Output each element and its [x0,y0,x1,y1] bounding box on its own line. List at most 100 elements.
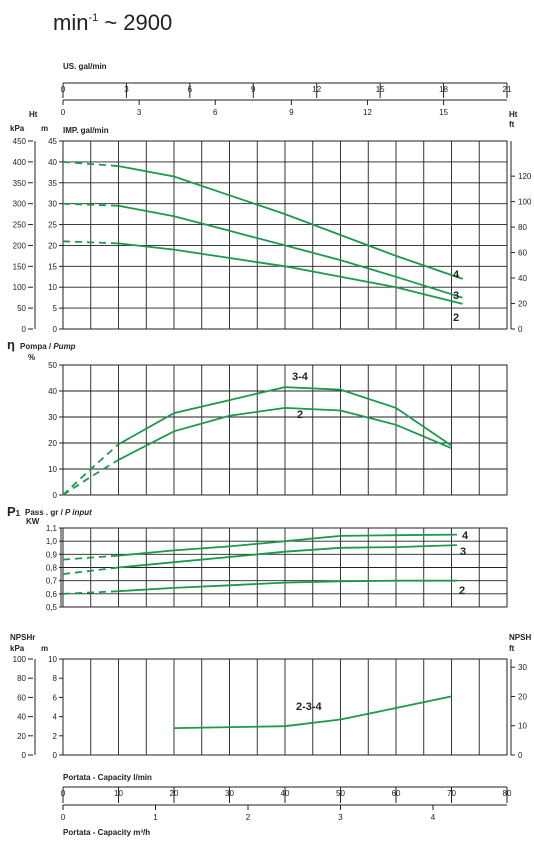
lmin-tick-label: 20 [170,789,179,798]
head-curve-4-dashed [62,161,119,167]
eff-curve-2 [118,406,452,461]
head-ytick-label: 5 [53,304,58,313]
m3h-tick-label: 3 [338,813,343,822]
capacity-lmin-label: Portata - Capacity l/min [63,773,152,782]
head-curve-2 [118,242,463,305]
npsh-kpa-tick-label: 20 [17,732,26,741]
speed-header: min-1 ~ 2900 [53,10,172,35]
power-ytick-label: 1,0 [46,537,58,546]
eff-ytick-label: 50 [48,361,57,370]
head-curve-2-dashed [62,240,119,245]
head-kpa-tick-label: 450 [13,137,27,146]
head-kpa-tick-label: 50 [17,304,26,313]
power-unit-label: KW [26,517,40,526]
us-gal-axis-label: US. gal/min [63,62,107,71]
power-curve-2-dashed [62,590,119,595]
eff-symbol: η [7,337,15,352]
power-ytick-label: 0,9 [46,550,58,559]
head-kpa-tick-label: 0 [22,325,27,334]
capacity-m3h-label: Portata - Capacity m³/h [63,828,150,837]
imp-gal-tick-label: 3 [137,108,142,117]
head-ytick-label: 30 [48,200,57,209]
lmin-tick-label: 50 [336,789,345,798]
npsh-right-tick-label: 30 [518,663,527,672]
npsh-ytick-label: 6 [53,693,58,702]
eff-curve-label-2: 2 [297,409,303,421]
npsh-right-tick-label: 0 [518,751,523,760]
npsh-ytick-label: 0 [53,751,58,760]
head-ytick-label: 35 [48,179,57,188]
npsh-kpa-tick-label: 80 [17,674,26,683]
power-curve-3 [118,544,458,569]
head-ytick-label: 45 [48,137,57,146]
head-right-tick-label: 20 [518,300,527,309]
head-right-tick-label: 40 [518,274,527,283]
head-curve-3-dashed [62,202,119,207]
npsh-kpa-label: kPa [10,644,25,653]
head-kpa-label: kPa [10,124,25,133]
head-kpa-tick-label: 100 [13,283,27,292]
npsh-kpa-tick-label: 40 [17,713,26,722]
lmin-tick-label: 70 [447,789,456,798]
power-curve-3-dashed [62,566,119,575]
head-curve-3 [118,204,463,299]
npsh-right-tick-label: 10 [518,722,527,731]
npsh-right-label: NPSH [509,633,531,642]
power-curve-2 [118,579,457,593]
head-ytick-label: 10 [48,283,57,292]
eff-ytick-label: 10 [48,465,57,474]
m3h-tick-label: 2 [246,813,251,822]
head-curve-label-3: 3 [453,290,459,302]
lmin-tick-label: 10 [114,789,123,798]
head-ytick-label: 20 [48,241,57,250]
head-kpa-tick-label: 300 [13,200,27,209]
head-ht-right-label: Ht [509,110,518,119]
imp-gal-tick-label: 9 [289,108,294,117]
head-ytick-label: 0 [53,325,58,334]
head-right-tick-label: 100 [518,198,532,207]
lmin-tick-label: 80 [503,789,512,798]
power-curve-label-3: 3 [460,546,466,558]
power-ytick-label: 0,6 [46,590,58,599]
head-curve-4 [118,165,463,280]
power-label: Pass . gr / P input [25,508,92,517]
npsh-ft-label: ft [509,644,515,653]
npsh-kpa-tick-label: 100 [13,655,27,664]
lmin-tick-label: 40 [281,789,290,798]
power-ytick-label: 0,7 [46,577,58,586]
m3h-tick-label: 0 [61,813,66,822]
head-right-tick-label: 0 [518,325,523,334]
power-ytick-label: 0,5 [46,603,58,612]
npsh-ytick-label: 4 [53,713,58,722]
eff-ytick-label: 40 [48,387,57,396]
npsh-kpa-tick-label: 0 [22,751,27,760]
eff-curve-label-3-4: 3-4 [292,371,309,383]
eff-unit-label: % [28,353,35,362]
eff-ytick-label: 20 [48,439,57,448]
imp-gal-axis-label: IMP. gal/min [63,126,109,135]
npsh-kpa-tick-label: 60 [17,693,26,702]
npsh-curve-label-2-3-4: 2-3-4 [296,701,323,713]
eff-curve-2-dashed [62,459,119,496]
npsh-ytick-label: 2 [53,732,58,741]
power-curve-4-dashed [62,554,119,561]
head-kpa-tick-label: 200 [13,241,27,250]
eff-ytick-label: 30 [48,413,57,422]
power-curve-label-2: 2 [459,585,465,597]
power-symbol: P1 [7,504,21,519]
head-curve-label-4: 4 [453,269,460,281]
lmin-tick-label: 0 [61,789,66,798]
head-ytick-label: 40 [48,158,57,167]
lmin-tick-label: 30 [225,789,234,798]
power-curve-4 [118,533,458,557]
head-kpa-tick-label: 150 [13,262,27,271]
head-kpa-tick-label: 250 [13,221,27,230]
head-right-tick-label: 60 [518,249,527,258]
npsh-left-label: NPSHr [10,633,35,642]
eff-curve-3-4-dashed [62,443,120,496]
head-ytick-label: 25 [48,221,57,230]
npsh-right-tick-label: 20 [518,692,527,701]
npsh-ytick-label: 8 [53,674,58,683]
eff-ytick-label: 0 [53,491,58,500]
